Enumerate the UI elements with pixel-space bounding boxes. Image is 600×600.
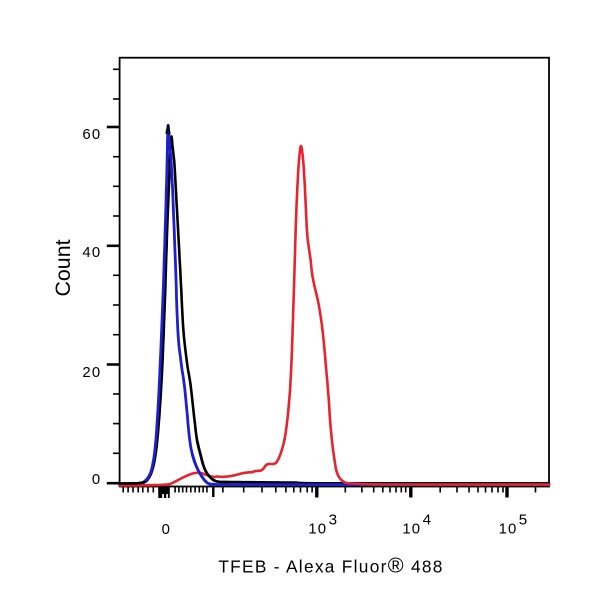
svg-text:0: 0 bbox=[92, 472, 101, 488]
svg-text:40: 40 bbox=[82, 245, 101, 261]
svg-text:5: 5 bbox=[519, 511, 527, 528]
svg-text:Count: Count bbox=[51, 239, 75, 296]
svg-text:4: 4 bbox=[423, 511, 431, 528]
svg-text:20: 20 bbox=[82, 365, 101, 381]
svg-text:TFEB - Alexa Fluor® 488: TFEB - Alexa Fluor® 488 bbox=[218, 553, 443, 577]
svg-text:0: 0 bbox=[162, 522, 171, 538]
svg-text:10: 10 bbox=[499, 522, 518, 538]
svg-text:10: 10 bbox=[402, 522, 421, 538]
svg-text:60: 60 bbox=[82, 127, 101, 143]
svg-text:10: 10 bbox=[308, 522, 327, 538]
svg-text:3: 3 bbox=[329, 511, 337, 528]
